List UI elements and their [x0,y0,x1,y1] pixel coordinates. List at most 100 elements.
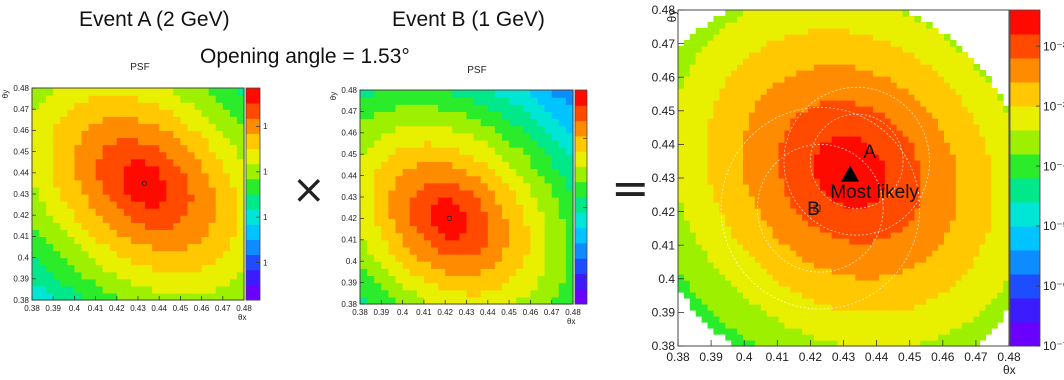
heatmap-cell [772,286,780,293]
heatmap-cell [772,28,780,35]
heatmap-cell [819,70,827,77]
heatmap-cell [843,304,851,311]
heatmap-cell [938,202,945,209]
heatmap-cell [236,215,245,223]
heatmap-cell [861,82,868,89]
heatmap-cell [360,289,368,298]
heatmap-cell [145,264,153,273]
x-tick-label: 0.4 [69,304,81,313]
heatmap-cell [967,94,975,101]
heatmap-cell [920,286,927,293]
heatmap-cell [943,256,951,263]
heatmap-cell [926,22,933,29]
heatmap-cell [784,340,791,347]
heatmap-cell [381,197,389,205]
heatmap-cell [754,298,762,305]
heatmap-cell [973,322,981,329]
heatmap-cell [991,214,998,221]
heatmap-cell [831,88,839,95]
heatmap-cell [537,246,546,255]
heatmap-cell [1003,292,1010,299]
heatmap-cell [473,289,482,298]
heatmap-cell [766,70,774,77]
colorbar-tick-label: 10⁻⁴ [263,258,268,267]
heatmap-cell [867,286,874,293]
heatmap-cell [695,142,703,149]
heatmap-cell [719,214,726,221]
heatmap-cell [796,136,803,143]
heatmap-cell [748,118,756,125]
heatmap-cell [388,275,397,284]
heatmap-cell [884,124,892,131]
colorbar-tick-label: 10⁻⁴ [1043,159,1064,173]
heatmap-cell [967,202,975,209]
heatmap-cell [754,178,762,185]
heatmap-cell [409,139,418,148]
heatmap-cell [754,70,762,77]
heatmap-cell [166,179,174,188]
heatmap-cell [748,262,756,269]
heatmap-cell [719,238,726,245]
heatmap-cell [861,280,868,287]
heatmap-cell [194,179,203,188]
heatmap-cell [991,202,998,209]
heatmap-cell [374,239,382,248]
heatmap-cell [902,82,910,89]
heatmap-cell [229,123,238,131]
heatmap-cell [689,226,697,233]
heatmap-cell [873,142,880,149]
heatmap-cell [565,225,574,234]
heatmap-cell [819,142,827,149]
heatmap-cell [388,168,397,177]
heatmap-cell [790,274,797,281]
heatmap-cell [873,154,880,161]
heatmap-cell [473,118,482,127]
heatmap-cell [920,196,927,203]
heatmap-cell [74,144,83,153]
heatmap-cell [222,222,231,230]
psf-a-title: PSF [130,62,149,73]
heatmap-cell [731,106,738,113]
heatmap-cell [926,298,933,305]
heatmap-cell [509,161,517,170]
y-tick-label: 0.42 [341,214,357,223]
heatmap-cell [109,102,118,110]
heatmap-cell [88,116,97,124]
heatmap-cell [908,88,916,95]
heatmap-cell [772,166,780,173]
heatmap-cell [873,22,880,29]
heatmap-cell [737,28,744,35]
heatmap-cell [480,97,489,105]
heatmap-cell [494,168,503,177]
heatmap-cell [102,95,111,103]
heatmap-cell [784,232,791,239]
heatmap-cell [813,76,821,83]
heatmap-cell [819,148,827,155]
heatmap-cell [194,229,203,237]
heatmap-cell [480,246,489,255]
heatmap-cell [725,304,732,311]
heatmap-cell [537,204,546,212]
heatmap-cell [473,161,482,170]
heatmap-cell [861,112,868,119]
heatmap-cell [523,104,531,112]
heatmap-cell [837,274,845,281]
heatmap-cell [683,286,691,293]
heatmap-cell [180,186,189,195]
heatmap-cell [713,292,720,299]
heatmap-cell [713,208,720,215]
heatmap-cell [438,289,446,298]
heatmap-cell [772,208,780,215]
heatmap-cell [123,151,132,160]
heatmap-cell [229,208,238,216]
heatmap-cell [778,52,785,59]
heatmap-cell [416,261,425,269]
heatmap-cell [884,238,892,245]
heatmap-cell [374,232,382,241]
heatmap-cell [695,172,703,179]
heatmap-cell [473,246,482,255]
heatmap-cell [381,254,389,262]
heatmap-cell [908,250,916,257]
heatmap-cell [837,22,845,29]
heatmap-cell [743,280,750,287]
